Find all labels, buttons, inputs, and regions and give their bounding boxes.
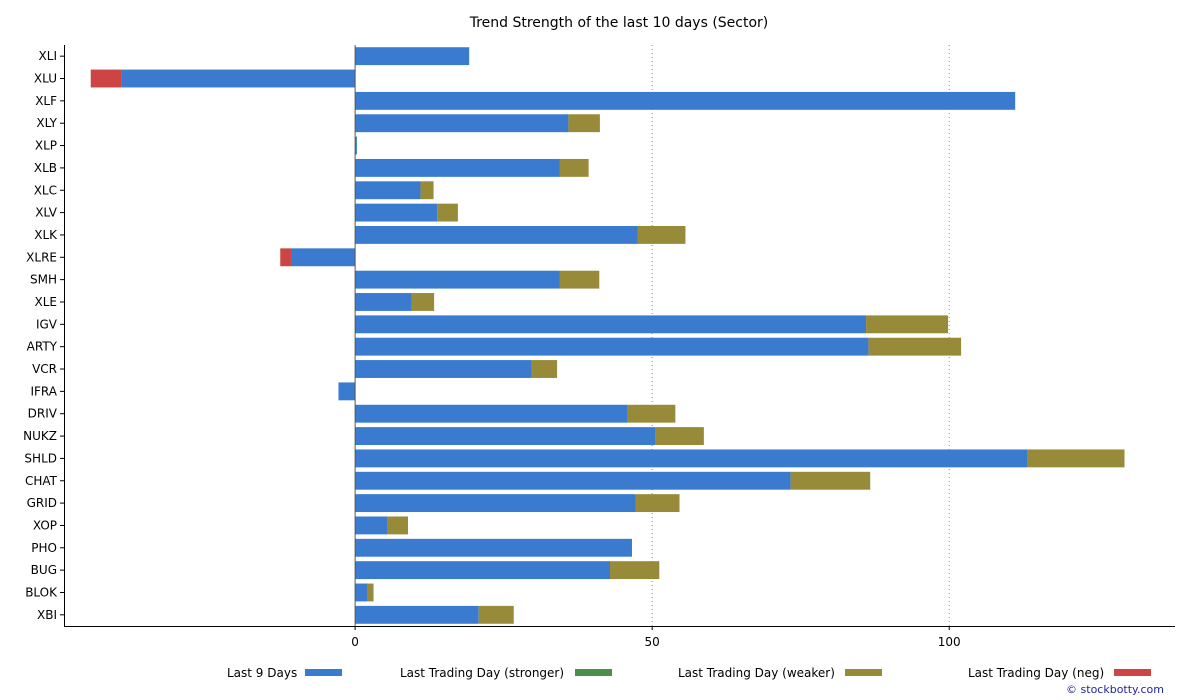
- bar-shld-last-day-weaker: [1027, 449, 1125, 468]
- bar-smh-last-day-weaker: [559, 270, 600, 289]
- bar-xlre-last-9-days: [290, 248, 356, 267]
- axes: [64, 45, 1175, 627]
- category-label-xle: XLE: [35, 295, 58, 309]
- bar-blok-last-day-weaker: [367, 583, 374, 602]
- bar-xlv-last-day-weaker: [437, 203, 458, 222]
- category-label-xop: XOP: [33, 518, 57, 532]
- bar-chat-last-9-days: [355, 471, 791, 490]
- category-labels: XLI XLU XLF XLY XLP XLB XLC XLV XLK XLRE SMH XLE IGV…: [23, 49, 64, 622]
- bar-xop-last-day-weaker: [387, 516, 408, 535]
- category-label-bug: BUG: [31, 563, 57, 577]
- legend-swatch-last-trading-day-stronger: [575, 669, 612, 676]
- bar-grid-last-9-days: [355, 494, 636, 513]
- legend-label-last-trading-day-weaker: Last Trading Day (weaker): [678, 666, 835, 680]
- category-label-xbi: XBI: [37, 608, 57, 622]
- bar-xle-last-9-days: [355, 293, 412, 311]
- bar-xlc-last-day-weaker: [420, 181, 434, 200]
- x-tick-label-50: 50: [645, 635, 660, 649]
- bar-xle-last-day-weaker: [411, 293, 435, 311]
- bar-driv-last-day-weaker: [627, 404, 676, 423]
- bar-xli-last-9-days: [355, 47, 470, 66]
- legend: Last 9 Days Last Trading Day (stronger) La…: [227, 666, 1151, 680]
- bar-bug-last-9-days: [355, 561, 610, 580]
- bar-xlv-last-9-days: [355, 203, 438, 222]
- legend-label-last-9-days: Last 9 Days: [227, 666, 297, 680]
- chart-title: Trend Strength of the last 10 days (Sect…: [469, 15, 769, 31]
- bar-pho-last-9-days: [355, 538, 632, 557]
- category-label-xly: XLY: [36, 116, 57, 130]
- bar-ifra-last-9-days: [338, 382, 356, 401]
- legend-swatch-last-trading-day-weaker: [845, 669, 882, 676]
- bar-xlu-last-day-neg: [90, 69, 122, 88]
- category-label-xlc: XLC: [34, 183, 57, 197]
- bar-xbi-last-9-days: [355, 605, 479, 624]
- bar-nukz-last-day-weaker: [655, 427, 704, 445]
- bar-vcr-last-day-weaker: [531, 360, 558, 378]
- x-tick-label-100: 100: [938, 635, 961, 649]
- bar-xlre-last-day-neg: [280, 248, 291, 267]
- legend-swatch-last-trading-day-neg: [1114, 669, 1151, 676]
- bar-xlc-last-9-days: [355, 181, 421, 200]
- category-label-xlre: XLRE: [26, 250, 57, 264]
- bar-driv-last-9-days: [355, 404, 628, 423]
- bar-xlp-last-9-days: [355, 136, 357, 155]
- category-label-nukz: NUKZ: [23, 429, 57, 443]
- bar-vcr-last-9-days: [355, 360, 532, 378]
- category-label-xli: XLI: [39, 49, 57, 63]
- bar-blok-last-9-days: [355, 583, 367, 602]
- category-label-grid: GRID: [27, 496, 57, 510]
- credit-text: © stockbotty.com: [1066, 683, 1164, 696]
- category-label-xlf: XLF: [35, 94, 57, 108]
- bar-igv-last-day-weaker: [866, 315, 949, 334]
- bar-smh-last-9-days: [355, 270, 560, 289]
- category-label-xlu: XLU: [34, 72, 57, 86]
- bar-xlb-last-9-days: [355, 158, 560, 177]
- x-tick-label-0: 0: [351, 635, 359, 649]
- bar-xlk-last-day-weaker: [637, 226, 686, 244]
- bar-xly-last-day-weaker: [568, 114, 600, 133]
- category-label-arty: ARTY: [27, 340, 58, 354]
- category-label-vcr: VCR: [32, 362, 57, 376]
- bar-xlk-last-9-days: [355, 226, 638, 244]
- category-label-pho: PHO: [31, 541, 57, 555]
- x-tick-labels: 0 50 100: [351, 626, 961, 649]
- category-label-xlp: XLP: [35, 139, 57, 153]
- legend-label-last-trading-day-stronger: Last Trading Day (stronger): [400, 666, 564, 680]
- legend-swatch-last-9-days: [305, 669, 342, 676]
- bar-arty-last-day-weaker: [868, 337, 962, 356]
- bar-grid-last-day-weaker: [635, 494, 680, 513]
- category-label-xlb: XLB: [34, 161, 57, 175]
- bar-xop-last-9-days: [355, 516, 388, 535]
- bar-xlu-last-9-days: [121, 69, 356, 88]
- category-label-chat: CHAT: [25, 474, 58, 488]
- bar-arty-last-9-days: [355, 337, 869, 356]
- bar-chat-last-day-weaker: [790, 471, 871, 490]
- bar-xlf-last-9-days: [355, 91, 1016, 110]
- bars: [90, 45, 1125, 626]
- legend-label-last-trading-day-neg: Last Trading Day (neg): [968, 666, 1104, 680]
- bar-xly-last-9-days: [355, 114, 569, 133]
- category-label-driv: DRIV: [28, 407, 58, 421]
- bar-nukz-last-9-days: [355, 427, 656, 445]
- grid-lines: [651, 45, 950, 626]
- category-label-ifra: IFRA: [30, 384, 57, 398]
- category-label-xlv: XLV: [35, 206, 58, 220]
- category-label-smh: SMH: [30, 273, 57, 287]
- bar-xbi-last-day-weaker: [478, 605, 514, 624]
- bar-shld-last-9-days: [355, 449, 1028, 468]
- category-label-xlk: XLK: [34, 228, 58, 242]
- category-label-blok: BLOK: [25, 585, 58, 599]
- category-label-shld: SHLD: [24, 451, 57, 465]
- bar-igv-last-9-days: [355, 315, 867, 334]
- bar-bug-last-day-weaker: [609, 561, 660, 580]
- category-label-igv: IGV: [36, 317, 58, 331]
- bar-xlb-last-day-weaker: [559, 158, 589, 177]
